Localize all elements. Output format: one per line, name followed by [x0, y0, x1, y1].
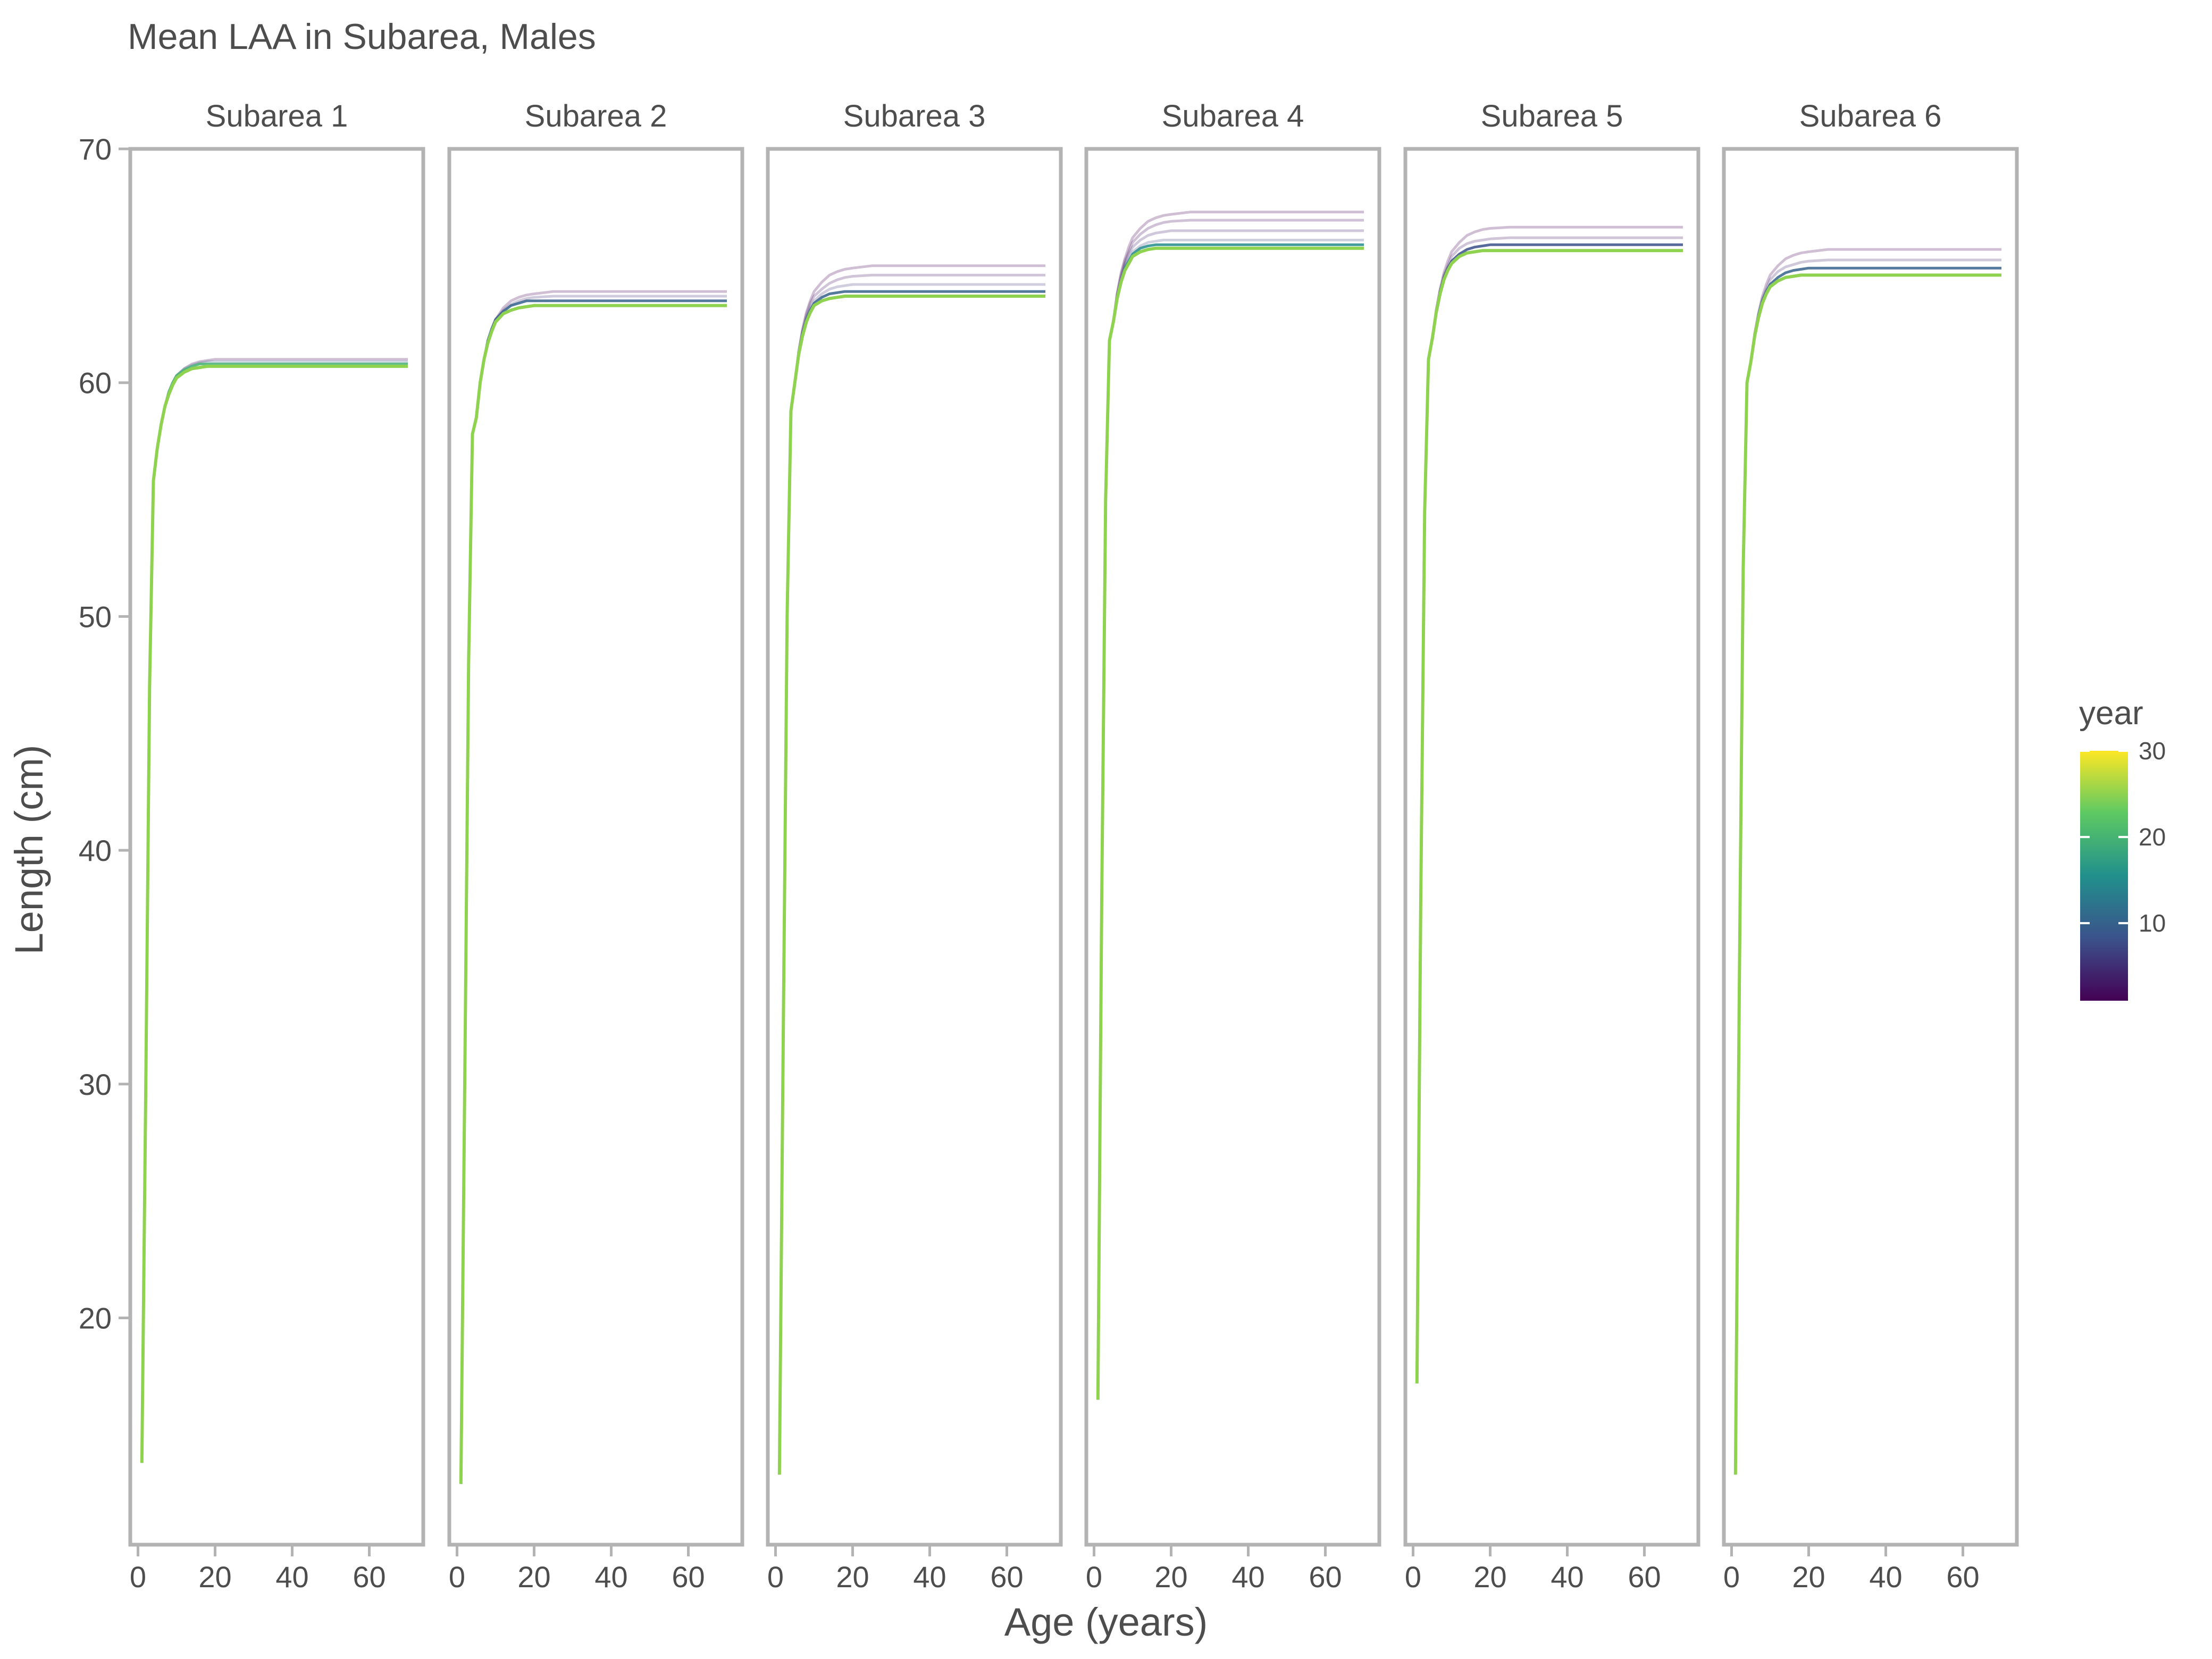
x-tick-label: 0	[1086, 1560, 1102, 1594]
x-tick-label: 20	[836, 1560, 869, 1594]
series-line	[1096, 211, 1364, 1400]
legend-tick-label: 30	[2139, 737, 2166, 765]
x-tick-label: 60	[1628, 1560, 1661, 1594]
series-line	[140, 360, 408, 1463]
series-line	[777, 295, 1045, 1475]
series-line	[1733, 273, 2001, 1475]
x-tick-label: 60	[672, 1560, 705, 1594]
series-line	[140, 358, 408, 1463]
x-tick-label: 40	[594, 1560, 627, 1594]
x-tick-label: 60	[990, 1560, 1023, 1594]
series-line	[1096, 219, 1364, 1400]
panel-border	[1722, 147, 2019, 1547]
facet-strip-label: Subarea 4	[1162, 99, 1304, 133]
x-tick-label: 40	[913, 1560, 946, 1594]
series-line	[1096, 243, 1364, 1400]
x-tick-label: 40	[275, 1560, 308, 1594]
series-lines	[777, 264, 1045, 1475]
x-tick-label: 20	[1154, 1560, 1187, 1594]
series-lines	[459, 290, 727, 1484]
legend-colorbar	[2080, 751, 2128, 1001]
series-line	[1415, 249, 1683, 1384]
x-tick-label: 20	[517, 1560, 550, 1594]
series-line	[778, 264, 1045, 1475]
legend-ticks: 10 20 30	[2080, 737, 2166, 937]
x-tick-label: 40	[1869, 1560, 1902, 1594]
series-line	[778, 290, 1045, 1475]
x-tick-label: 20	[1473, 1560, 1506, 1594]
series-lines	[1096, 211, 1364, 1400]
color-legend: year 10 20 30	[2079, 695, 2166, 1001]
x-tick-label: 0	[449, 1560, 465, 1594]
facet-strip-label: Subarea 6	[1799, 99, 1942, 133]
facet-panel: Subarea 1 0 20 40 60	[128, 99, 425, 1594]
x-tick-label: 0	[1405, 1560, 1421, 1594]
series-lines	[1733, 248, 2001, 1475]
series-line	[1734, 266, 2001, 1475]
y-axis-title: Length (cm)	[7, 745, 51, 955]
x-tick-label: 60	[353, 1560, 386, 1594]
series-line	[778, 273, 1045, 1475]
facet-strip-label: Subarea 3	[843, 99, 986, 133]
x-axis-title: Age (years)	[1004, 1600, 1208, 1644]
legend-title: year	[2079, 695, 2143, 732]
facet-panel: Subarea 2 0 20 40 60	[447, 99, 744, 1594]
panel-border	[447, 147, 744, 1547]
facet-strip-label: Subarea 1	[206, 99, 348, 133]
series-line	[1096, 246, 1364, 1400]
facet-strip-label: Subarea 5	[1481, 99, 1623, 133]
facet-panel: Subarea 6 0 20 40 60	[1722, 99, 2019, 1594]
legend-tick-label: 10	[2139, 909, 2166, 937]
legend-tick-label: 20	[2139, 823, 2166, 851]
x-tick-label: 0	[130, 1560, 146, 1594]
series-line	[140, 363, 408, 1463]
panel-border	[766, 147, 1063, 1547]
series-lines	[140, 358, 408, 1463]
panel-border	[1403, 147, 1700, 1547]
facet-panel: Subarea 4 0 20 40 60	[1084, 99, 1381, 1594]
y-tick-label: 40	[79, 834, 112, 867]
series-line	[459, 299, 727, 1484]
x-tick-label: 60	[1946, 1560, 1979, 1594]
x-tick-label: 0	[1723, 1560, 1740, 1594]
y-tick-label: 20	[79, 1301, 112, 1335]
x-tick-label: 20	[198, 1560, 231, 1594]
y-tick-label: 60	[79, 366, 112, 400]
y-tick-label: 30	[79, 1068, 112, 1101]
series-line	[459, 295, 727, 1484]
x-tick-label: 0	[767, 1560, 784, 1594]
chart-title: Mean LAA in Subarea, Males	[128, 16, 596, 57]
x-tick-label: 20	[1792, 1560, 1825, 1594]
x-tick-label: 60	[1309, 1560, 1342, 1594]
y-tick-label: 50	[79, 600, 112, 633]
facet-strip-label: Subarea 2	[525, 99, 667, 133]
series-line	[1096, 229, 1364, 1400]
facet-panel: Subarea 5 0 20 40 60	[1403, 99, 1700, 1594]
x-tick-label: 40	[1231, 1560, 1264, 1594]
panel-border	[128, 147, 425, 1547]
y-tick-label: 70	[79, 132, 112, 166]
panel-border	[1084, 147, 1381, 1547]
series-line	[459, 304, 727, 1484]
series-line	[140, 364, 408, 1463]
series-line	[1415, 225, 1683, 1384]
series-line	[1415, 236, 1683, 1384]
y-axis: 20 30 40 50 60 70	[79, 132, 129, 1335]
series-line	[778, 283, 1045, 1475]
x-tick-label: 40	[1551, 1560, 1583, 1594]
series-line	[1415, 243, 1683, 1384]
series-lines	[1415, 225, 1683, 1384]
facet-panel: Subarea 3 0 20 40 60	[766, 99, 1063, 1594]
series-line	[1096, 239, 1364, 1400]
series-line	[1734, 248, 2001, 1475]
series-line	[1734, 258, 2001, 1475]
series-line	[459, 290, 727, 1484]
